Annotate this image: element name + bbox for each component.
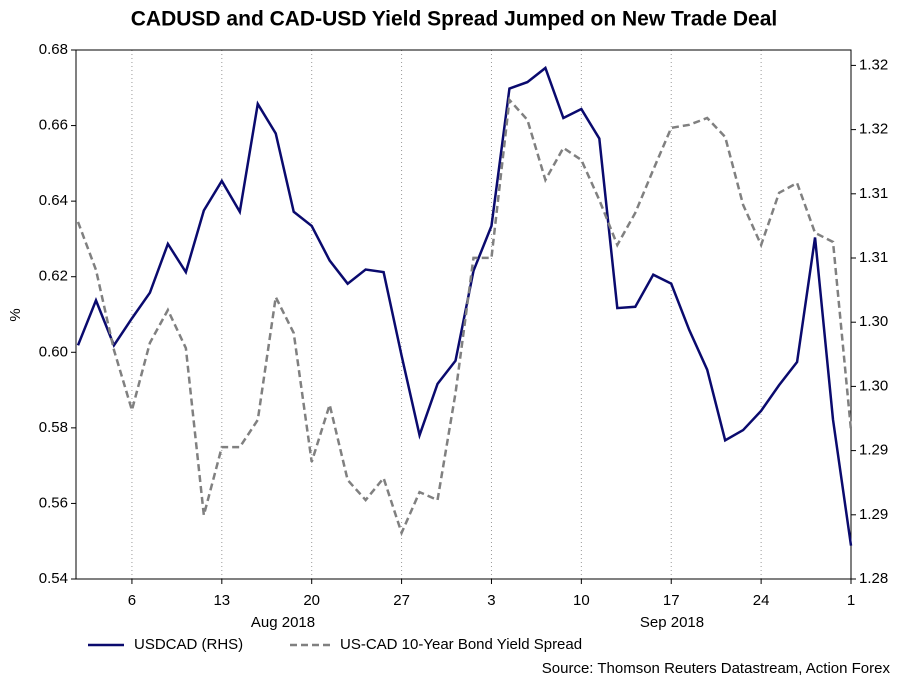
y2-tick-label: 1.31 — [859, 249, 888, 266]
y2-tick-label: 1.29 — [859, 506, 888, 523]
x-tick-label: 3 — [487, 592, 495, 609]
x-tick-label: 10 — [573, 592, 590, 609]
y2-tick-label: 1.29 — [859, 442, 888, 459]
x-tick-label: 20 — [303, 592, 320, 609]
y2-tick-label: 1.32 — [859, 121, 888, 138]
y-tick-label: 0.58 — [39, 419, 68, 436]
series-line — [76, 96, 853, 537]
y2-tick-label: 1.31 — [859, 185, 888, 202]
chart-title: CADUSD and CAD-USD Yield Spread Jumped o… — [131, 8, 777, 31]
y-tick-label: 0.60 — [39, 343, 68, 360]
y-tick-label: 0.68 — [39, 41, 68, 58]
x-tick-label: 24 — [753, 592, 770, 609]
x-tick-label: 27 — [393, 592, 410, 609]
x-tick-label: 17 — [663, 592, 680, 609]
month-label: Sep 2018 — [640, 614, 704, 631]
y2-tick-label: 1.32 — [859, 56, 888, 73]
series-line — [76, 65, 853, 546]
y2-tick-label: 1.28 — [859, 570, 888, 587]
legend-label: US-CAD 10-Year Bond Yield Spread — [340, 636, 582, 653]
y-tick-label: 0.62 — [39, 268, 68, 285]
plot-frame — [75, 49, 852, 580]
y-tick-label: 0.64 — [39, 192, 68, 209]
x-tick-label: 13 — [213, 592, 230, 609]
y-tick-label: 0.54 — [39, 570, 68, 587]
y-tick-label: 0.56 — [39, 494, 68, 511]
y2-tick-label: 1.30 — [859, 377, 888, 394]
legend-label: USDCAD (RHS) — [134, 636, 243, 653]
y-tick-label: 0.66 — [39, 117, 68, 134]
x-tick-label: 1 — [847, 592, 855, 609]
y2-tick-label: 1.30 — [859, 313, 888, 330]
y-axis-label: % — [7, 308, 24, 321]
source-note: Source: Thomson Reuters Datastream, Acti… — [542, 660, 891, 677]
month-label: Aug 2018 — [251, 614, 315, 631]
x-tick-label: 6 — [128, 592, 136, 609]
